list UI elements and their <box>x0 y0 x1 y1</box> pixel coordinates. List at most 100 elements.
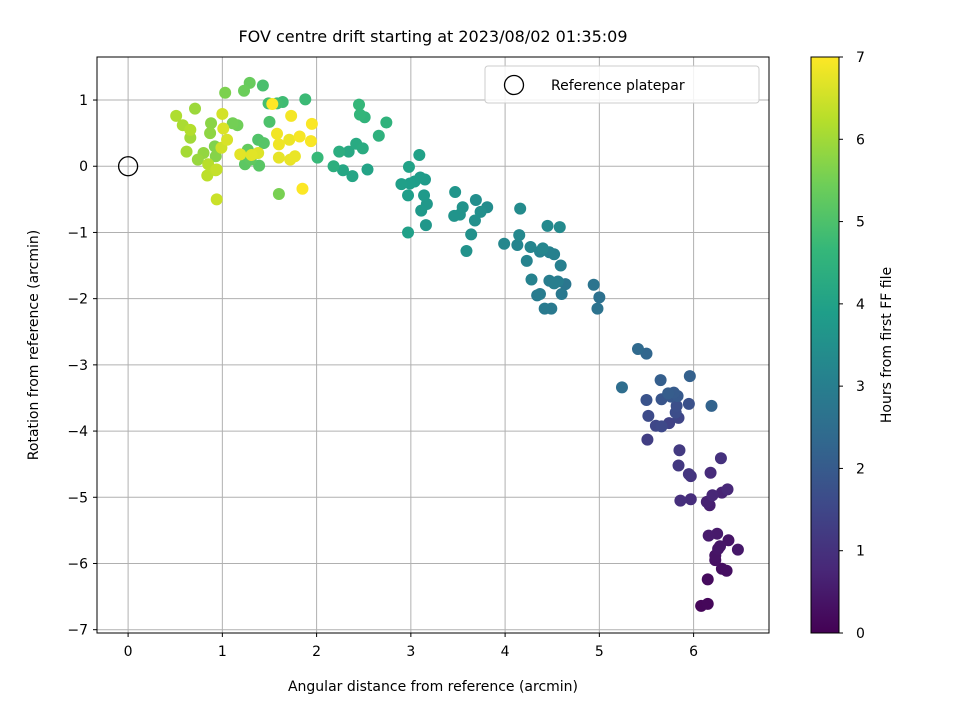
data-point <box>468 214 481 227</box>
data-point <box>245 148 258 161</box>
legend-entry-label: Reference platepar <box>551 78 685 94</box>
data-point <box>654 374 667 387</box>
y-tick-label: 1 <box>79 93 88 109</box>
data-point <box>541 219 554 232</box>
data-point <box>548 277 561 290</box>
data-point <box>272 151 285 164</box>
data-point <box>221 133 234 146</box>
data-point <box>210 193 223 206</box>
data-point <box>674 494 687 507</box>
data-point <box>642 409 655 422</box>
y-tick-label: −2 <box>67 292 88 308</box>
data-point <box>533 288 546 301</box>
data-point <box>418 189 431 202</box>
data-point <box>682 468 695 481</box>
legend-marker-icon <box>503 74 525 96</box>
data-point <box>419 219 432 232</box>
reference-marker <box>117 156 139 177</box>
y-tick-label: −7 <box>67 623 88 639</box>
data-point <box>346 170 359 183</box>
data-point <box>205 117 218 130</box>
x-tick-label: 6 <box>689 644 698 660</box>
x-tick-label: 4 <box>501 644 510 660</box>
data-point <box>731 543 744 556</box>
data-point <box>272 188 285 201</box>
data-point <box>714 452 727 465</box>
data-point <box>296 182 309 195</box>
x-tick-label: 3 <box>406 644 415 660</box>
x-axis-label: Angular distance from reference (arcmin) <box>288 679 578 695</box>
plot-frame <box>96 56 770 634</box>
data-point <box>474 205 487 218</box>
data-point <box>721 483 734 496</box>
data-point <box>514 202 527 215</box>
data-point <box>395 178 408 191</box>
data-point <box>263 115 276 128</box>
data-point <box>641 433 654 446</box>
data-point <box>460 244 473 257</box>
data-point <box>219 86 232 99</box>
data-point <box>372 129 385 142</box>
y-tick-label: −1 <box>67 225 88 241</box>
colorbar-ticks: 0 1 2 3 4 5 6 7 <box>839 50 865 642</box>
colorbar-tick-label: 1 <box>856 544 865 560</box>
data-point <box>536 242 549 255</box>
data-point <box>705 399 718 412</box>
data-point <box>413 148 426 161</box>
data-point <box>180 145 193 158</box>
data-point <box>511 239 524 252</box>
data-point <box>469 194 482 207</box>
data-point <box>204 127 217 140</box>
data-point <box>304 135 317 148</box>
x-tick-label: 0 <box>124 644 133 660</box>
data-point <box>513 229 526 242</box>
data-point <box>256 79 269 92</box>
data-point <box>706 489 719 502</box>
data-point <box>465 228 478 241</box>
data-point <box>593 291 606 304</box>
data-point <box>217 122 230 135</box>
x-tick-label: 5 <box>595 644 604 660</box>
colorbar-tick-label: 4 <box>856 297 865 313</box>
y-tick-label: −6 <box>67 556 88 572</box>
data-point <box>713 540 726 553</box>
data-point <box>234 148 247 161</box>
legend-box <box>484 65 760 104</box>
data-point <box>283 133 296 146</box>
data-point <box>553 221 566 234</box>
colorbar-tick-label: 0 <box>856 626 865 642</box>
colorbar-tick-label: 6 <box>856 132 865 148</box>
data-point <box>640 393 653 406</box>
data-point <box>631 342 644 355</box>
data-point <box>701 597 714 610</box>
data-point <box>184 123 197 136</box>
data-point <box>226 117 239 130</box>
data-point <box>402 160 415 173</box>
grid-lines <box>97 57 769 633</box>
data-point <box>498 237 511 250</box>
data-point <box>210 163 223 176</box>
data-point <box>684 493 697 506</box>
y-tick-label: −4 <box>67 424 88 440</box>
data-point <box>272 138 285 151</box>
data-point <box>299 93 312 106</box>
x-axis-ticks: 0 1 2 3 4 5 6 <box>124 633 698 660</box>
data-point <box>673 444 686 457</box>
y-tick-label: −5 <box>67 490 88 506</box>
y-axis-ticks: −7 −6 −5 −4 −3 −2 −1 0 1 <box>67 93 97 639</box>
data-point <box>524 241 537 254</box>
data-point <box>353 98 366 111</box>
data-point <box>672 459 685 472</box>
data-point <box>271 127 284 140</box>
chart-title: FOV centre drift starting at 2023/08/02 … <box>238 27 627 46</box>
y-axis-label: Rotation from reference (arcmin) <box>26 230 42 460</box>
data-point <box>333 145 346 158</box>
colorbar-gradient <box>810 56 840 634</box>
data-point <box>189 102 202 115</box>
data-point <box>448 209 461 222</box>
data-point <box>554 259 567 272</box>
colorbar-tick-label: 2 <box>856 461 865 477</box>
data-point <box>525 273 538 286</box>
